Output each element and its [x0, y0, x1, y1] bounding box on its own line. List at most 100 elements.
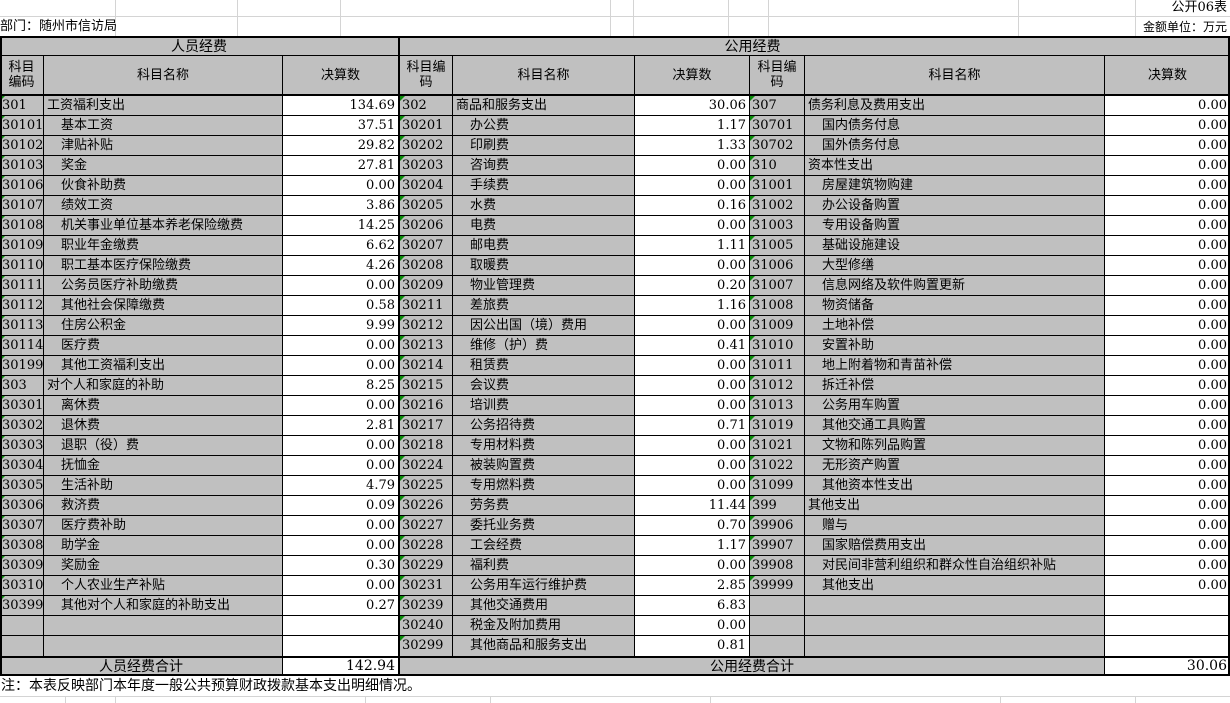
amount-cell[interactable]: 0.00: [1105, 316, 1230, 336]
amount-cell[interactable]: 0.00: [1105, 256, 1230, 276]
subject-name-cell[interactable]: 办公费: [453, 116, 635, 136]
subject-code-cell[interactable]: 31012: [750, 376, 805, 396]
subject-name-cell[interactable]: 土地补偿: [805, 316, 1105, 336]
subject-name-cell[interactable]: 大型修缮: [805, 256, 1105, 276]
subject-name-cell[interactable]: 其他社会保障缴费: [44, 296, 283, 316]
subject-code-cell[interactable]: 307: [750, 96, 805, 116]
subject-code-cell[interactable]: 30201: [400, 116, 453, 136]
subject-name-cell[interactable]: 物业管理费: [453, 276, 635, 296]
subject-code-cell[interactable]: 31021: [750, 436, 805, 456]
public-total-label[interactable]: 公用经费合计: [400, 656, 1105, 676]
subject-name-cell[interactable]: 电费: [453, 216, 635, 236]
group-header-public[interactable]: 公用经费: [400, 36, 1230, 56]
amount-cell[interactable]: 0.00: [635, 256, 750, 276]
amount-cell[interactable]: 0.00: [635, 216, 750, 236]
subject-name-cell[interactable]: 其他支出: [805, 496, 1105, 516]
amount-cell[interactable]: 134.69: [283, 96, 400, 116]
subject-code-cell[interactable]: 30211: [400, 296, 453, 316]
subject-name-cell[interactable]: 抚恤金: [44, 456, 283, 476]
subject-code-cell[interactable]: 30203: [400, 156, 453, 176]
subject-name-cell[interactable]: 会议费: [453, 376, 635, 396]
amount-cell[interactable]: 0.00: [1105, 236, 1230, 256]
subject-code-cell[interactable]: 31006: [750, 256, 805, 276]
subject-name-cell[interactable]: 委托业务费: [453, 516, 635, 536]
subject-code-cell[interactable]: 30310: [0, 576, 44, 596]
amount-cell[interactable]: 0.00: [635, 156, 750, 176]
amount-cell[interactable]: 0.00: [283, 336, 400, 356]
amount-cell[interactable]: 0.16: [635, 196, 750, 216]
subject-name-cell[interactable]: 办公设备购置: [805, 196, 1105, 216]
subject-name-cell[interactable]: [44, 636, 283, 656]
subject-code-cell[interactable]: 30106: [0, 176, 44, 196]
subject-code-cell[interactable]: 31005: [750, 236, 805, 256]
amount-cell[interactable]: 0.00: [1105, 156, 1230, 176]
subject-code-cell[interactable]: 30299: [400, 636, 453, 656]
subject-code-cell[interactable]: 30208: [400, 256, 453, 276]
subject-code-cell[interactable]: 30305: [0, 476, 44, 496]
subject-name-cell[interactable]: [805, 596, 1105, 616]
sheet-number-label[interactable]: 公开06表: [1171, 0, 1227, 15]
subject-name-cell[interactable]: 公务用车购置: [805, 396, 1105, 416]
amount-cell[interactable]: 0.00: [1105, 416, 1230, 436]
subject-name-cell[interactable]: 救济费: [44, 496, 283, 516]
subject-name-cell[interactable]: 资本性支出: [805, 156, 1105, 176]
amount-cell[interactable]: 0.00: [1105, 96, 1230, 116]
subject-code-cell[interactable]: 30240: [400, 616, 453, 636]
subject-code-cell[interactable]: 30107: [0, 196, 44, 216]
amount-cell[interactable]: 0.00: [1105, 436, 1230, 456]
subject-code-cell[interactable]: 30303: [0, 436, 44, 456]
subject-name-cell[interactable]: 邮电费: [453, 236, 635, 256]
subject-name-cell[interactable]: 债务利息及费用支出: [805, 96, 1105, 116]
subject-name-cell[interactable]: 其他商品和服务支出: [453, 636, 635, 656]
subject-name-cell[interactable]: 国内债务付息: [805, 116, 1105, 136]
amount-cell[interactable]: [283, 616, 400, 636]
header-subject-code[interactable]: 科目编码: [0, 56, 44, 96]
subject-name-cell[interactable]: 税金及附加费用: [453, 616, 635, 636]
amount-cell[interactable]: 0.00: [635, 436, 750, 456]
amount-cell[interactable]: 0.00: [1105, 576, 1230, 596]
subject-code-cell[interactable]: 30112: [0, 296, 44, 316]
subject-code-cell[interactable]: 31010: [750, 336, 805, 356]
subject-code-cell[interactable]: 30110: [0, 256, 44, 276]
subject-name-cell[interactable]: 专用设备购置: [805, 216, 1105, 236]
subject-code-cell[interactable]: 30301: [0, 396, 44, 416]
subject-code-cell[interactable]: 30225: [400, 476, 453, 496]
subject-name-cell[interactable]: 离休费: [44, 396, 283, 416]
subject-code-cell[interactable]: 301: [0, 96, 44, 116]
amount-cell[interactable]: 14.25: [283, 216, 400, 236]
header-subject-code[interactable]: 科目编码: [750, 56, 805, 96]
subject-name-cell[interactable]: [44, 616, 283, 636]
subject-code-cell[interactable]: 30306: [0, 496, 44, 516]
subject-name-cell[interactable]: 物资储备: [805, 296, 1105, 316]
subject-code-cell[interactable]: 30114: [0, 336, 44, 356]
subject-name-cell[interactable]: 伙食补助费: [44, 176, 283, 196]
subject-name-cell[interactable]: 拆迁补偿: [805, 376, 1105, 396]
subject-code-cell[interactable]: 30309: [0, 556, 44, 576]
subject-code-cell[interactable]: 31007: [750, 276, 805, 296]
subject-name-cell[interactable]: 生活补助: [44, 476, 283, 496]
amount-cell[interactable]: 0.00: [283, 536, 400, 556]
subject-name-cell[interactable]: 公务用车运行维护费: [453, 576, 635, 596]
subject-code-cell[interactable]: 30102: [0, 136, 44, 156]
amount-cell[interactable]: 0.00: [283, 516, 400, 536]
department-label[interactable]: 部门：随州市信访局: [0, 19, 118, 34]
subject-name-cell[interactable]: 专用燃料费: [453, 476, 635, 496]
subject-code-cell[interactable]: 30213: [400, 336, 453, 356]
header-amount[interactable]: 决算数: [283, 56, 400, 96]
subject-name-cell[interactable]: 印刷费: [453, 136, 635, 156]
amount-cell[interactable]: 2.85: [635, 576, 750, 596]
subject-code-cell[interactable]: 30103: [0, 156, 44, 176]
subject-name-cell[interactable]: 租赁费: [453, 356, 635, 376]
amount-cell[interactable]: 0.00: [635, 316, 750, 336]
subject-code-cell[interactable]: 39907: [750, 536, 805, 556]
subject-name-cell[interactable]: 退职（役）费: [44, 436, 283, 456]
subject-code-cell[interactable]: 30229: [400, 556, 453, 576]
subject-code-cell[interactable]: 30217: [400, 416, 453, 436]
subject-code-cell[interactable]: 31003: [750, 216, 805, 236]
subject-code-cell[interactable]: 30702: [750, 136, 805, 156]
amount-cell[interactable]: 0.70: [635, 516, 750, 536]
subject-name-cell[interactable]: 信息网络及软件购置更新: [805, 276, 1105, 296]
amount-cell[interactable]: 0.00: [283, 576, 400, 596]
amount-cell[interactable]: 0.00: [1105, 536, 1230, 556]
subject-name-cell[interactable]: 津贴补贴: [44, 136, 283, 156]
